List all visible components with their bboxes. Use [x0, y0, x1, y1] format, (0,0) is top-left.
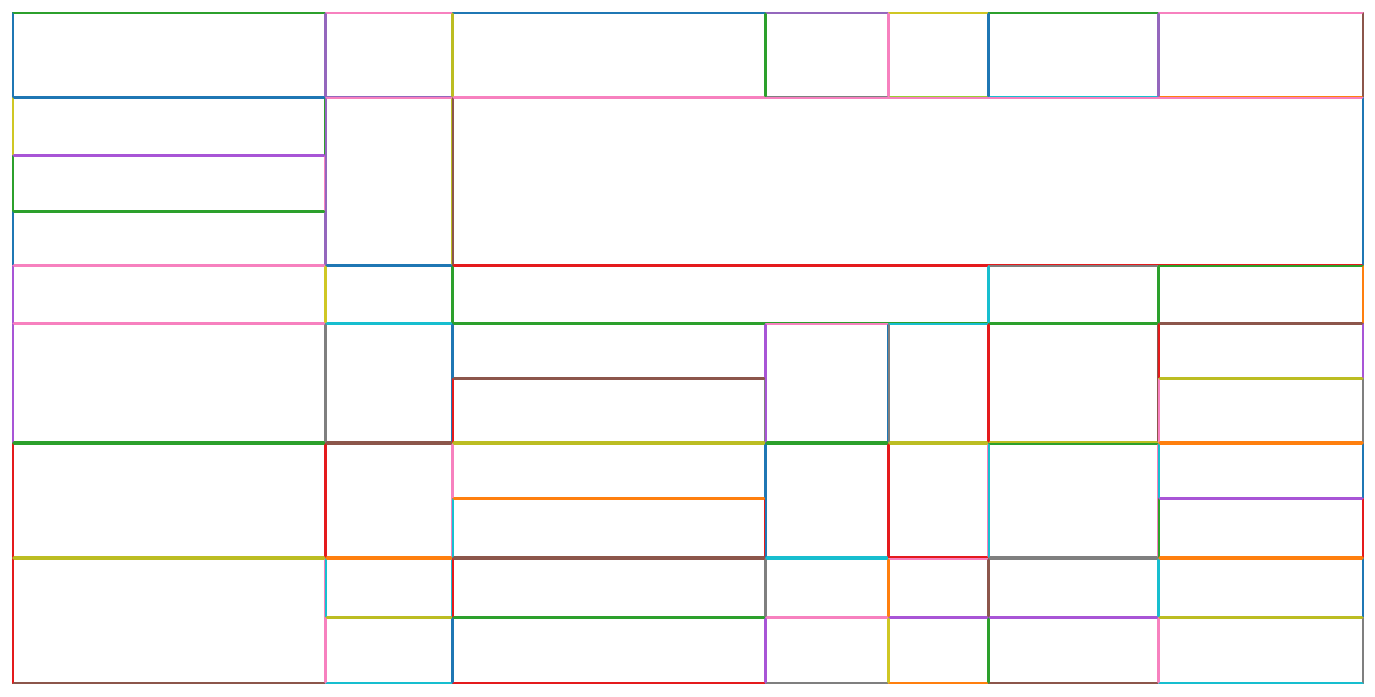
- cell-r8c7b[interactable]: cell-r8c7b: [1158, 617, 1364, 684]
- cell-r5c1[interactable]: cell-r5c1: [12, 265, 326, 324]
- cell-r8c5[interactable]: cell-r8c5: [888, 558, 989, 618]
- cell-r6c4[interactable]: cell-r6c4: [765, 323, 889, 443]
- cell-r6c3b[interactable]: cell-r6c3b: [452, 378, 766, 443]
- cell-r8c4b[interactable]: cell-r8c4b: [765, 617, 889, 684]
- cell-r5c4[interactable]: cell-r5c4: [988, 265, 1159, 324]
- cell-r1c7[interactable]: cell-r1c7: [1158, 12, 1364, 98]
- cell-r7c3a[interactable]: cell-r7c3a: [452, 443, 766, 499]
- cell-r1c3[interactable]: cell-r1c3: [452, 12, 766, 98]
- cell-r7c5-label: cell-r7c5: [890, 445, 987, 556]
- cell-r5c5[interactable]: cell-r5c5: [1158, 265, 1364, 324]
- cell-r6c7b[interactable]: cell-r6c7b: [1158, 378, 1364, 443]
- cell-r4c1[interactable]: cell-r4c1: [12, 211, 326, 266]
- cell-r1c6[interactable]: cell-r1c6: [988, 12, 1159, 98]
- cell-r6c7a-label: cell-r6c7a: [1160, 325, 1362, 377]
- cell-r7c6[interactable]: cell-r7c6: [988, 443, 1159, 558]
- cell-r2c1-label: cell-r2c1: [14, 99, 324, 154]
- cell-r8c2a-label: cell-r8c2a: [327, 560, 451, 616]
- cell-r7c7a-label: cell-r7c7a: [1160, 445, 1362, 497]
- cell-r8c4-label: cell-r8c4: [767, 560, 887, 616]
- cell-r8c2b[interactable]: cell-r8c2b: [325, 617, 453, 684]
- cell-r8c5b[interactable]: cell-r8c5b: [888, 617, 989, 684]
- cell-r8c6b[interactable]: cell-r8c6b: [988, 617, 1159, 684]
- cell-r6c1[interactable]: cell-r6c1: [12, 323, 326, 443]
- cell-r7c1-label: cell-r7c1: [14, 445, 324, 556]
- cell-r2c1[interactable]: cell-r2c1: [12, 97, 326, 156]
- cell-r1c5[interactable]: cell-r1c5: [888, 12, 989, 98]
- cell-r8c2a[interactable]: cell-r8c2a: [325, 558, 453, 618]
- cell-r8c3a[interactable]: cell-r8c3a: [452, 558, 766, 618]
- cell-r6c7a[interactable]: cell-r6c7a: [1158, 323, 1364, 379]
- cell-r7c7b-label: cell-r7c7b: [1160, 500, 1362, 556]
- cell-r6c3a-label: cell-r6c3a: [454, 325, 764, 377]
- cell-r6c6-label: cell-r6c6: [990, 325, 1157, 441]
- cell-r8c6b-label: cell-r8c6b: [990, 619, 1157, 682]
- cell-r7c6-label: cell-r7c6: [990, 445, 1157, 556]
- cell-r4c1-label: cell-r4c1: [14, 213, 324, 264]
- cell-r7c3a-label: cell-r7c3a: [454, 445, 764, 497]
- cell-r6c7b-label: cell-r6c7b: [1160, 380, 1362, 441]
- cell-r8c6-label: cell-r8c6: [990, 560, 1157, 616]
- cell-r5c3-label: cell-r5c3: [454, 267, 987, 322]
- cell-r2c2-tall-label: cell-r2c2-tall: [327, 99, 451, 264]
- cell-r7c3b[interactable]: cell-r7c3b: [452, 498, 766, 558]
- cell-r6c2-label: cell-r6c2: [327, 325, 451, 441]
- cell-r6c3b-label: cell-r6c3b: [454, 380, 764, 441]
- cell-r1c1[interactable]: cell-r1c1: [12, 12, 326, 98]
- cell-r6c1-label: cell-r6c1: [14, 325, 324, 441]
- cell-r6c3a[interactable]: cell-r6c3a: [452, 323, 766, 379]
- cell-r5c2-label: cell-r5c2: [327, 267, 451, 322]
- cell-r8c3b[interactable]: cell-r8c3b: [452, 617, 766, 684]
- cell-r8c7b-label: cell-r8c7b: [1160, 619, 1362, 682]
- cell-r7c2[interactable]: cell-r7c2: [325, 443, 453, 558]
- cell-r1c4[interactable]: cell-r1c4: [765, 12, 889, 98]
- cell-r1c2-label: cell-r1c2: [327, 14, 451, 96]
- cell-r7c4[interactable]: cell-r7c4: [765, 443, 889, 558]
- cell-r8c2b-label: cell-r8c2b: [327, 619, 451, 682]
- cell-r1c1-label: cell-r1c1: [14, 14, 324, 96]
- cell-r1c6-label: cell-r1c6: [990, 14, 1157, 96]
- cell-r6c4-label: cell-r6c4: [767, 325, 887, 441]
- cell-r8c4[interactable]: cell-r8c4: [765, 558, 889, 618]
- cell-r8c4b-label: cell-r8c4b: [767, 619, 887, 682]
- cell-r1c5-label: cell-r1c5: [890, 14, 987, 96]
- cell-r6c6[interactable]: cell-r6c6: [988, 323, 1159, 443]
- cell-r7c2-label: cell-r7c2: [327, 445, 451, 556]
- cell-r7c4-label: cell-r7c4: [767, 445, 887, 556]
- cell-r8c3b-label: cell-r8c3b: [454, 619, 764, 682]
- cell-r7c5[interactable]: cell-r7c5: [888, 443, 989, 558]
- cell-r7c7a[interactable]: cell-r7c7a: [1158, 443, 1364, 499]
- cell-r1c7-label: cell-r1c7: [1160, 14, 1362, 96]
- cell-r5c5-label: cell-r5c5: [1160, 267, 1362, 322]
- cell-r3c1[interactable]: cell-r3c1: [12, 155, 326, 212]
- cell-r5c4-label: cell-r5c4: [990, 267, 1157, 322]
- cell-r3c1-label: cell-r3c1: [14, 157, 324, 210]
- cell-r2c3-wide-label: cell-r2c3-wide: [454, 99, 1362, 264]
- cell-r8c1[interactable]: cell-r8c1: [12, 558, 326, 684]
- cell-r7c3b-label: cell-r7c3b: [454, 500, 764, 556]
- cell-r2c3-wide[interactable]: cell-r2c3-wide: [452, 97, 1364, 266]
- cell-r7c1[interactable]: cell-r7c1: [12, 443, 326, 558]
- cell-r2c2-tall[interactable]: cell-r2c2-tall: [325, 97, 453, 266]
- cell-r7c7b[interactable]: cell-r7c7b: [1158, 498, 1364, 558]
- cell-r6c5-label: cell-r6c5: [890, 325, 987, 441]
- cell-r1c2[interactable]: cell-r1c2: [325, 12, 453, 98]
- cell-r8c1-label: cell-r8c1: [14, 560, 324, 682]
- cell-r8c7[interactable]: cell-r8c7: [1158, 558, 1364, 618]
- cell-r8c5-label: cell-r8c5: [890, 560, 987, 616]
- cell-r8c3a-label: cell-r8c3a: [454, 560, 764, 616]
- cell-r5c3[interactable]: cell-r5c3: [452, 265, 989, 324]
- cell-r1c4-label: cell-r1c4: [767, 14, 887, 96]
- cell-r8c5b-label: cell-r8c5b: [890, 619, 987, 682]
- cell-r5c1-label: cell-r5c1: [14, 267, 324, 322]
- cell-r5c2[interactable]: cell-r5c2: [325, 265, 453, 324]
- cell-r6c2[interactable]: cell-r6c2: [325, 323, 453, 443]
- cell-r6c5[interactable]: cell-r6c5: [888, 323, 989, 443]
- cell-r8c7-label: cell-r8c7: [1160, 560, 1362, 616]
- cell-r1c3-label: cell-r1c3: [454, 14, 764, 96]
- cell-r8c6[interactable]: cell-r8c6: [988, 558, 1159, 618]
